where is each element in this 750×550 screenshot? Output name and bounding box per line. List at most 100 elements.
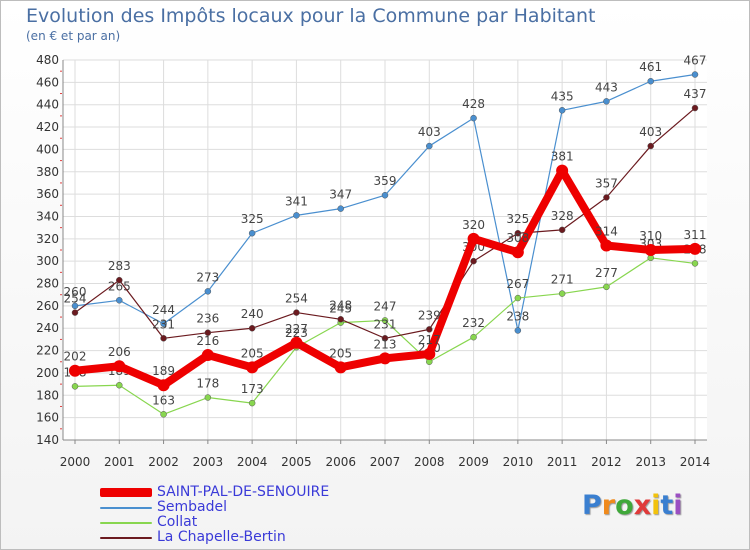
data-point-saint-pal-de-senouire (157, 379, 170, 392)
data-label-saint-pal-de-senouire: 213 (374, 337, 397, 351)
y-tick-label: 240 (36, 321, 59, 335)
data-label-sembadel: 244 (152, 303, 175, 317)
data-label-la-chapelle-bertin: 231 (374, 317, 397, 331)
data-label-saint-pal-de-senouire: 205 (241, 346, 264, 360)
x-tick-label: 2013 (635, 455, 666, 469)
data-point-sembadel (470, 114, 477, 122)
chart-legend: SAINT-PAL-DE-SENOUIRE Sembadel Collat La Ch… (100, 485, 329, 545)
x-tick-label: 2011 (547, 455, 578, 469)
x-tick-label: 2005 (281, 455, 312, 469)
data-point-saint-pal-de-senouire (379, 352, 391, 365)
y-tick-label: 180 (36, 388, 59, 402)
data-point-sembadel (116, 297, 123, 304)
data-point-la-chapelle-bertin (603, 194, 610, 201)
data-label-saint-pal-de-senouire: 308 (506, 231, 529, 245)
data-label-sembadel: 467 (684, 54, 707, 68)
data-label-la-chapelle-bertin: 248 (329, 298, 352, 312)
data-label-sembadel: 403 (418, 125, 441, 139)
data-label-sembadel: 325 (241, 212, 264, 226)
legend-swatch (100, 521, 152, 524)
logo-letter: r (601, 490, 616, 521)
data-point-la-chapelle-bertin (470, 257, 477, 265)
data-label-collat: 271 (551, 273, 574, 287)
data-label-la-chapelle-bertin: 325 (506, 212, 529, 226)
data-point-la-chapelle-bertin (558, 226, 566, 234)
data-label-saint-pal-de-senouire: 314 (595, 225, 618, 239)
legend-swatch (100, 536, 152, 539)
legend-item: Sembadel (100, 500, 329, 515)
x-tick-label: 2014 (680, 455, 711, 469)
data-point-saint-pal-de-senouire (69, 364, 81, 377)
x-tick-label: 2004 (237, 455, 268, 469)
logo-letter: i (651, 490, 661, 521)
data-label-collat: 178 (196, 377, 219, 391)
data-point-sembadel (647, 77, 654, 85)
data-point-saint-pal-de-senouire (423, 347, 436, 360)
data-label-saint-pal-de-senouire: 320 (462, 218, 485, 232)
data-label-collat: 267 (506, 277, 529, 291)
data-point-saint-pal-de-senouire (644, 244, 657, 256)
x-tick-label: 2003 (193, 455, 224, 469)
data-label-sembadel: 359 (374, 174, 397, 188)
data-point-collat (71, 383, 79, 390)
data-point-collat (204, 394, 212, 401)
logo-letter: i (673, 490, 683, 521)
data-point-la-chapelle-bertin (691, 104, 699, 112)
legend-item: La Chapelle-Bertin (100, 530, 329, 545)
data-label-saint-pal-de-senouire: 189 (152, 364, 175, 378)
data-label-sembadel: 260 (64, 285, 87, 299)
data-point-sembadel (603, 98, 610, 105)
y-tick-label: 460 (36, 75, 59, 89)
data-point-saint-pal-de-senouire (600, 239, 613, 252)
data-point-collat (160, 411, 167, 418)
legend-label: SAINT-PAL-DE-SENOUIRE (157, 484, 330, 500)
data-point-sembadel (248, 229, 256, 237)
data-point-collat (603, 283, 610, 291)
data-label-la-chapelle-bertin: 283 (108, 259, 131, 273)
data-point-la-chapelle-bertin (514, 229, 522, 237)
data-label-sembadel: 273 (196, 270, 219, 284)
data-label-la-chapelle-bertin: 236 (196, 312, 219, 326)
data-label-saint-pal-de-senouire: 217 (418, 333, 441, 347)
data-point-la-chapelle-bertin (647, 142, 654, 150)
data-point-la-chapelle-bertin (381, 335, 389, 342)
y-tick-label: 320 (36, 232, 59, 246)
data-label-sembadel: 265 (108, 279, 131, 293)
data-point-collat (470, 333, 477, 341)
data-label-saint-pal-de-senouire: 227 (285, 322, 308, 336)
data-point-saint-pal-de-senouire (246, 361, 259, 374)
x-tick-label: 2002 (148, 455, 179, 469)
data-label-saint-pal-de-senouire: 202 (64, 350, 87, 364)
data-point-la-chapelle-bertin (293, 309, 300, 316)
data-label-saint-pal-de-senouire: 311 (684, 228, 707, 242)
y-tick-label: 380 (36, 165, 59, 179)
data-point-sembadel (558, 107, 566, 114)
logo-letter: o (615, 490, 634, 521)
data-label-la-chapelle-bertin: 231 (152, 317, 175, 331)
data-label-sembadel: 341 (285, 194, 308, 208)
data-point-sembadel (514, 327, 522, 334)
y-tick-label: 220 (36, 344, 59, 358)
data-point-la-chapelle-bertin (248, 324, 256, 332)
data-label-sembadel: 461 (639, 60, 662, 74)
data-point-la-chapelle-bertin (426, 326, 433, 333)
data-label-collat: 247 (374, 299, 397, 313)
chart-title: Evolution des Impôts locaux pour la Comm… (26, 5, 596, 27)
data-label-sembadel: 435 (551, 89, 574, 103)
data-label-la-chapelle-bertin: 254 (285, 292, 308, 306)
data-label-collat: 223 (285, 326, 308, 340)
data-label-la-chapelle-bertin: 328 (551, 209, 574, 223)
legend-label: Sembadel (157, 499, 227, 515)
x-tick-label: 2007 (370, 455, 401, 469)
data-label-collat: 163 (152, 393, 175, 407)
data-point-saint-pal-de-senouire (511, 246, 524, 259)
y-tick-label: 200 (36, 366, 59, 380)
data-point-sembadel (160, 320, 167, 328)
data-point-la-chapelle-bertin (204, 329, 212, 336)
legend-swatch (100, 506, 152, 509)
data-point-la-chapelle-bertin (116, 276, 123, 284)
proxiti-logo: Proxiti (582, 490, 683, 521)
data-point-sembadel (337, 205, 344, 212)
data-label-sembadel: 428 (462, 97, 485, 111)
data-point-saint-pal-de-senouire (334, 361, 347, 374)
